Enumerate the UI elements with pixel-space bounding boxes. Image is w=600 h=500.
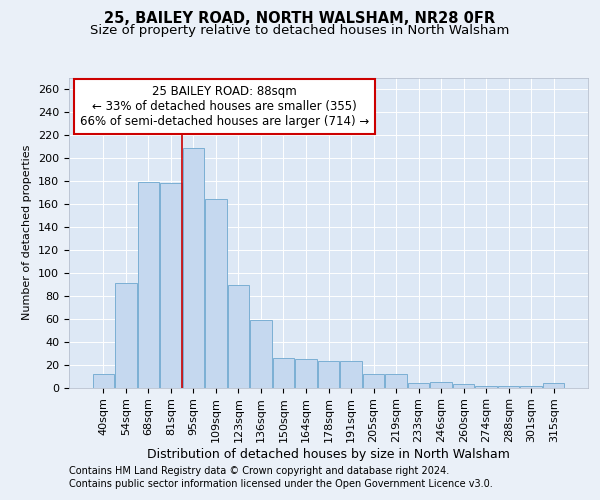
Text: 25, BAILEY ROAD, NORTH WALSHAM, NR28 0FR: 25, BAILEY ROAD, NORTH WALSHAM, NR28 0FR [104,11,496,26]
Bar [430,382,452,388]
Bar [543,383,565,388]
Bar [498,386,520,388]
Bar [92,374,114,388]
Bar [137,182,159,388]
Bar [182,148,204,388]
Bar [520,386,542,388]
Bar [408,383,429,388]
Bar [160,183,182,388]
Bar [273,358,294,388]
Bar [318,361,339,388]
Bar [363,374,384,388]
Text: Contains public sector information licensed under the Open Government Licence v3: Contains public sector information licen… [69,479,493,489]
Text: Contains HM Land Registry data © Crown copyright and database right 2024.: Contains HM Land Registry data © Crown c… [69,466,449,476]
Bar [228,286,249,388]
Bar [115,283,137,388]
Bar [205,199,227,388]
Bar [453,384,475,388]
Bar [385,374,407,388]
Bar [250,320,272,388]
Bar [295,359,317,388]
Text: Size of property relative to detached houses in North Walsham: Size of property relative to detached ho… [91,24,509,37]
Y-axis label: Number of detached properties: Number of detached properties [22,145,32,320]
Bar [340,361,362,388]
Bar [475,386,497,388]
Text: 25 BAILEY ROAD: 88sqm
← 33% of detached houses are smaller (355)
66% of semi-det: 25 BAILEY ROAD: 88sqm ← 33% of detached … [80,85,370,128]
X-axis label: Distribution of detached houses by size in North Walsham: Distribution of detached houses by size … [147,448,510,461]
